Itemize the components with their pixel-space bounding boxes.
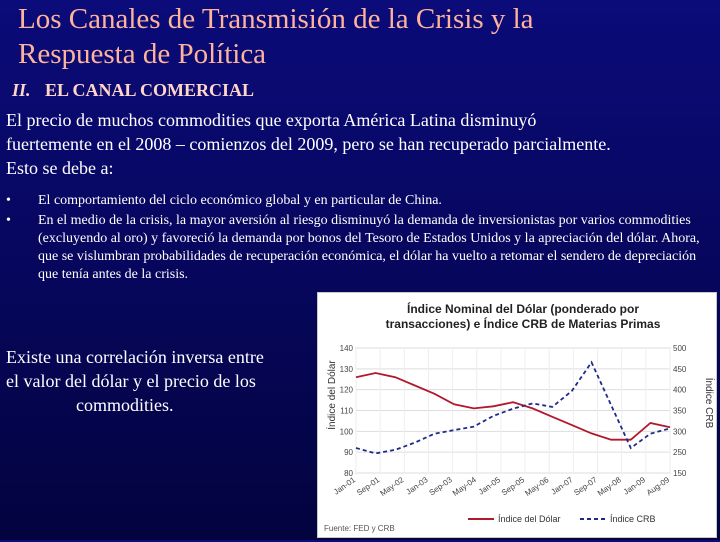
- x-tick-label: Sep-01: [355, 475, 382, 497]
- chart-title-line-2: transacciones) e Índice CRB de Materias …: [386, 316, 661, 331]
- section-title: EL CANAL COMERCIAL: [45, 80, 255, 100]
- right-axis-label: Índice CRB: [703, 378, 716, 429]
- right-tick-label: 450: [673, 365, 687, 374]
- series-layer: [355, 360, 671, 455]
- x-tick-label: Aug-09: [645, 475, 672, 497]
- x-tick-label: Jan-03: [404, 475, 430, 497]
- bullet-list: • El comportamiento del ciclo económico …: [6, 192, 706, 286]
- right-tick-label: 350: [673, 407, 687, 416]
- left-tick-label: 80: [344, 469, 353, 478]
- x-tick-label: May-04: [451, 475, 478, 498]
- x-tick-label: Sep-07: [572, 475, 599, 497]
- x-tick-label: May-02: [378, 475, 405, 498]
- x-tick-label: Jan-09: [622, 475, 648, 497]
- lead-line-1: El precio de muchos commodities que expo…: [6, 110, 537, 130]
- grid-layer: [355, 347, 671, 474]
- x-tick-label: Jan-01: [332, 475, 358, 497]
- legend-dollar-label: Índice del Dólar: [498, 514, 561, 524]
- bullet-marker: •: [6, 213, 11, 228]
- right-tick-label: 150: [673, 469, 687, 478]
- lead-line-3: Esto se debe a:: [6, 158, 114, 178]
- lead-paragraph: El precio de muchos commodities que expo…: [6, 108, 712, 180]
- bullet-item: • En el medio de la crisis, la mayor ave…: [6, 212, 706, 284]
- note-line-3: commodities.: [76, 395, 174, 415]
- correlation-note: Existe una correlación inversa entre el …: [6, 345, 306, 417]
- bullet-text: En el medio de la crisis, la mayor avers…: [38, 213, 700, 282]
- lead-line-2: fuertemente en el 2008 – comienzos del 2…: [6, 134, 611, 154]
- left-tick-label: 120: [340, 386, 354, 395]
- legend-crb-label: Índice CRB: [610, 514, 656, 524]
- bullet-item: • El comportamiento del ciclo económico …: [6, 192, 706, 210]
- left-axis-label: Índice del Dólar: [325, 360, 338, 430]
- bullet-marker: •: [6, 193, 11, 208]
- left-tick-label: 140: [340, 344, 354, 353]
- left-tick-label: 130: [340, 365, 354, 374]
- right-tick-label: 300: [673, 427, 687, 436]
- dollar-series-line: [355, 372, 671, 441]
- section-heading: II. EL CANAL COMERCIAL: [12, 80, 254, 101]
- x-tick-label: May-08: [596, 475, 623, 498]
- right-tick-label: 400: [673, 386, 687, 395]
- chart-source: Fuente: FED y CRB: [324, 524, 395, 533]
- dollar-crb-chart: Índice Nominal del Dólar (ponderado por …: [324, 301, 716, 533]
- chart-title-line-1: Índice Nominal del Dólar (ponderado por: [407, 301, 639, 316]
- slide-title-line-2: Respuesta de Política: [18, 38, 267, 70]
- x-tick-label: Jan-05: [477, 475, 503, 497]
- x-tick-label: Jan-07: [549, 475, 575, 497]
- slide-title-line-1: Los Canales de Transmisión de la Crisis …: [18, 3, 534, 35]
- note-line-1: Existe una correlación inversa entre: [6, 347, 264, 367]
- bullet-text: El comportamiento del ciclo económico gl…: [38, 193, 442, 208]
- chart-container: Índice Nominal del Dólar (ponderado por …: [317, 292, 717, 538]
- x-tick-label: Sep-05: [500, 475, 527, 497]
- right-tick-label: 500: [673, 344, 687, 353]
- right-tick-label: 250: [673, 448, 687, 457]
- x-tick-label: May-06: [523, 475, 550, 498]
- crb-series-line: [355, 360, 671, 455]
- note-line-2: el valor del dólar y el precio de los: [6, 371, 256, 391]
- section-number: II.: [12, 80, 31, 100]
- tick-layer: 140 130 120 110 100 90 80 500 450 400 350 300 250 150…: [332, 344, 687, 498]
- left-tick-label: 90: [344, 448, 353, 457]
- left-tick-label: 100: [340, 427, 354, 436]
- left-tick-label: 110: [340, 407, 353, 416]
- x-tick-label: Sep-03: [427, 475, 454, 497]
- slide-title: Los Canales de Transmisión de la Crisis …: [18, 2, 708, 72]
